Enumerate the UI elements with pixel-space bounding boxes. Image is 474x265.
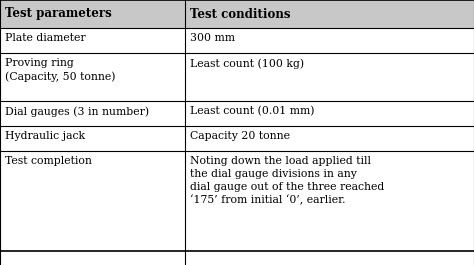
Text: Dial gauges (3 in number): Dial gauges (3 in number): [5, 106, 149, 117]
Bar: [185, 28, 474, 53]
Bar: [0, 126, 185, 151]
Text: Capacity 20 tonne: Capacity 20 tonne: [190, 131, 290, 141]
Text: Test parameters: Test parameters: [5, 7, 112, 20]
Text: Noting down the load applied till
the dial gauge divisions in any
dial gauge out: Noting down the load applied till the di…: [190, 156, 384, 205]
Text: Test conditions: Test conditions: [190, 7, 291, 20]
Text: Least count (0.01 mm): Least count (0.01 mm): [190, 106, 315, 116]
Text: Proving ring
(Capacity, 50 tonne): Proving ring (Capacity, 50 tonne): [5, 58, 116, 82]
Bar: [0, 0, 185, 28]
Text: Least count (100 kg): Least count (100 kg): [190, 58, 304, 69]
Text: Plate diameter: Plate diameter: [5, 33, 86, 43]
Bar: [0, 101, 185, 126]
Bar: [0, 151, 185, 251]
Bar: [185, 0, 474, 28]
Bar: [0, 53, 185, 101]
Bar: [185, 151, 474, 251]
Text: Hydraulic jack: Hydraulic jack: [5, 131, 85, 141]
Bar: [185, 53, 474, 101]
Text: Test completion: Test completion: [5, 156, 92, 166]
Text: 300 mm: 300 mm: [190, 33, 235, 43]
Bar: [185, 101, 474, 126]
Bar: [185, 126, 474, 151]
Bar: [0, 28, 185, 53]
